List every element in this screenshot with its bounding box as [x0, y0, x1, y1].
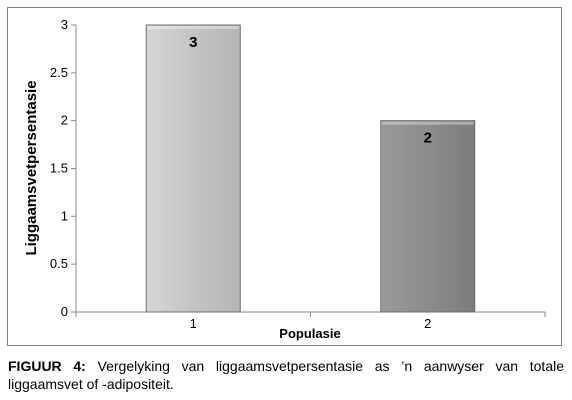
bar-chart: 0 0.5 1 1.5 2 2.5 3 1 3 2 2 Liggaamsvetpersentasie…: [23, 17, 546, 341]
bar-highlight: [147, 26, 240, 29]
caption-label: FIGUUR 4:: [8, 358, 86, 374]
y-tick-label: 1.5: [50, 161, 68, 176]
figure-caption: FIGUUR 4: Vergelyking van liggaamsvetper…: [8, 357, 564, 393]
y-axis-title: Liggaamsvetpersentasie: [23, 80, 40, 255]
y-tick-label: 0.5: [50, 256, 68, 271]
y-tick-label: 0: [61, 304, 68, 319]
bar: [380, 120, 476, 313]
bar: [145, 24, 241, 313]
data-label: 3: [189, 34, 197, 51]
bar-highlight: [381, 121, 474, 125]
x-axis-title: Populasie: [279, 326, 340, 341]
x-tick-label: 2: [424, 316, 431, 331]
y-tick-label: 1: [61, 208, 68, 223]
x-tick-label: 1: [190, 316, 197, 331]
y-tick-label: 2: [61, 113, 68, 128]
caption-text: Vergelyking van liggaamsvetpersentasie a…: [8, 358, 565, 392]
data-label: 2: [424, 130, 432, 147]
y-tick-label: 3: [61, 17, 68, 32]
y-tick-label: 2.5: [50, 65, 68, 80]
plot-area: 0 0.5 1 1.5 2 2.5 3 1 3 2 2: [50, 17, 546, 331]
